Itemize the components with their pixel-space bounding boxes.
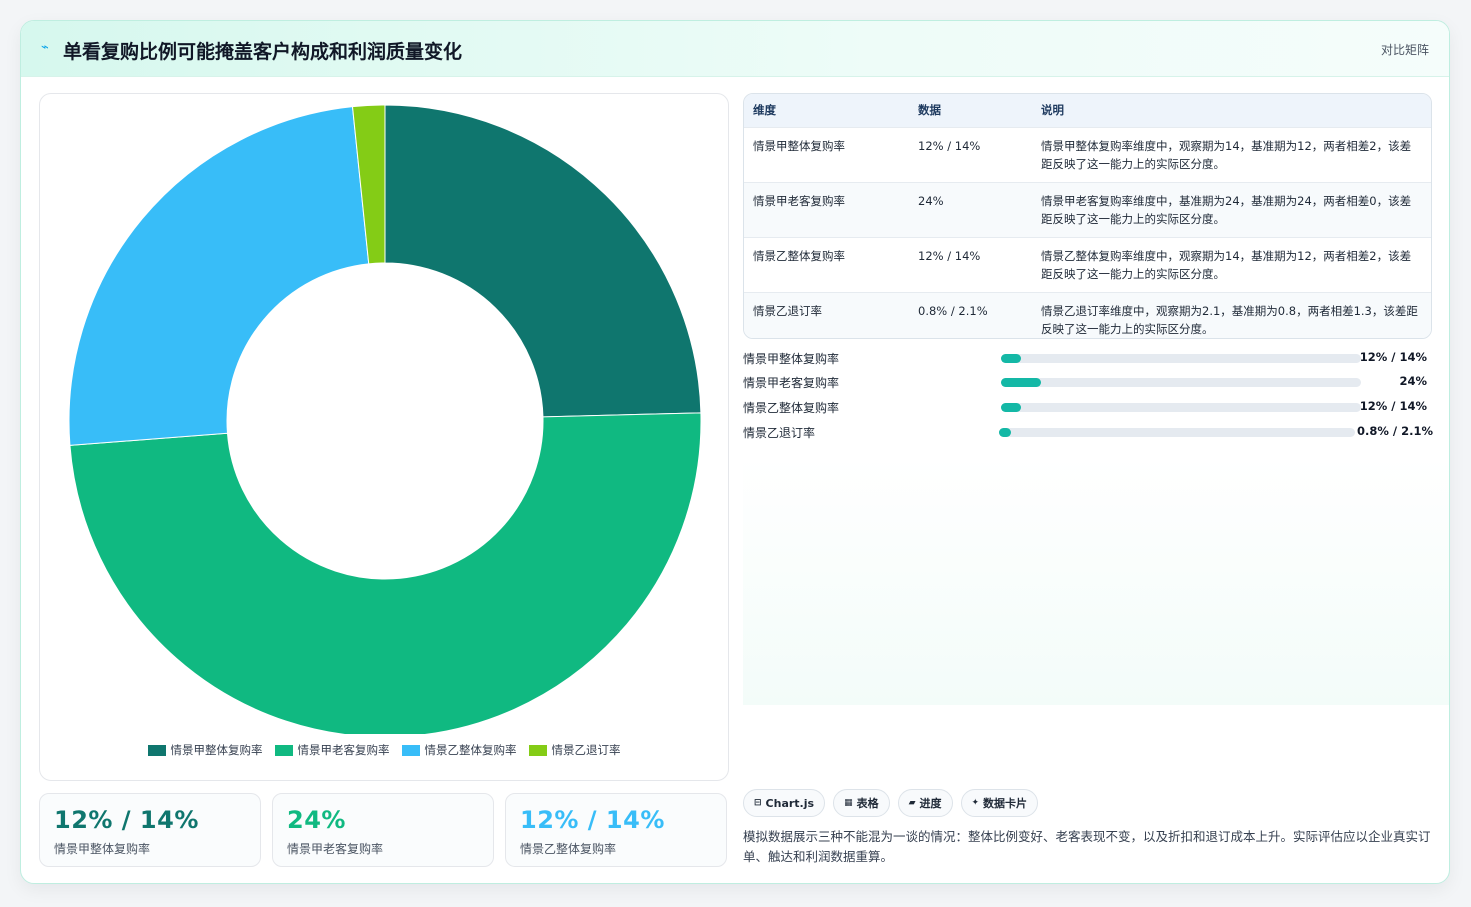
legend-item[interactable]: 情景乙整体复购率: [401, 742, 517, 758]
table-icon: ▦: [844, 798, 853, 808]
table-cell-data: 24%: [909, 181, 1032, 237]
progress-track: [999, 428, 1355, 437]
card-header: ⌁ 单看复购比例可能掩盖客户构成和利润质量变化 对比矩阵: [21, 21, 1449, 77]
stat-value: 12% / 14%: [520, 806, 665, 834]
progress-list: 情景甲整体复购率 12% / 14% 情景甲老客复购率 24% 情景乙整体复购率 12% …: [743, 349, 1433, 449]
progress-value: 12% / 14%: [1359, 399, 1427, 413]
stat-card: 12% / 14% 情景甲整体复购率: [39, 793, 261, 867]
progress-row: 情景乙退订率 0.8% / 2.1%: [743, 423, 1433, 443]
progress-fill: [1001, 354, 1021, 363]
stat-value: 24%: [287, 806, 346, 834]
progress-track: [1001, 378, 1361, 387]
table-cell-description: 情景乙整体复购率维度中，观察期为14，基准期为12，两者相差2，该差距反映了这一…: [1032, 236, 1431, 292]
main-card: ⌁ 单看复购比例可能掩盖客户构成和利润质量变化 对比矩阵 情景甲整体复购率 情景甲…: [20, 20, 1450, 884]
stat-label: 情景甲整体复购率: [54, 842, 151, 856]
empty-area: [743, 457, 1449, 705]
donut-slice-2[interactable]: [69, 412, 702, 734]
table-header-data: 数据: [918, 103, 941, 118]
table-cell-description: 情景甲整体复购率维度中，观察期为14，基准期为12，两者相差2，该差距反映了这一…: [1032, 126, 1431, 182]
table-row: 情景乙整体复购率 12% / 14% 情景乙整体复购率维度中，观察期为14，基准…: [744, 236, 1431, 292]
progress-track: [1001, 354, 1361, 363]
tech-pills: ⊟ Chart.js ▦ 表格 ▰ 进度 ✦ 数据卡片: [743, 789, 1039, 817]
stat-card: 24% 情景甲老客复购率: [272, 793, 494, 867]
legend-item[interactable]: 情景乙退订率: [528, 742, 621, 758]
donut-slice-3[interactable]: [68, 106, 370, 446]
pill-label: 进度: [919, 797, 942, 810]
stat-value: 12% / 14%: [54, 806, 199, 834]
lightning-icon: ⌁: [41, 40, 49, 55]
donut-slice-1[interactable]: [384, 104, 702, 418]
stat-label: 情景乙整体复购率: [520, 842, 617, 856]
progress-label: 情景甲整体复购率: [743, 352, 840, 366]
donut-slice-4[interactable]: [351, 104, 386, 265]
table-cell-description: 情景乙退订率维度中，观察期为2.1，基准期为0.8，两者相差1.3，该差距反映了…: [1032, 291, 1431, 338]
legend-label: 情景甲老客复购率: [297, 743, 390, 757]
table-pill[interactable]: ▦ 表格: [833, 789, 890, 817]
legend-item[interactable]: 情景甲整体复购率: [147, 742, 263, 758]
legend-swatch: [401, 744, 420, 756]
legend-label: 情景乙退订率: [551, 743, 621, 757]
footnote: 模拟数据展示三种不能混为一谈的情况：整体比例变好、老客表现不变，以及折扣和退订成…: [743, 829, 1431, 864]
progress-row: 情景甲整体复购率 12% / 14%: [743, 349, 1433, 369]
progress-fill: [1001, 378, 1041, 387]
pill-label: Chart.js: [765, 796, 815, 810]
header-right-label[interactable]: 对比矩阵: [1380, 43, 1429, 57]
legend-item[interactable]: 情景甲老客复购率: [274, 742, 390, 758]
table-cell-dimension: 情景甲整体复购率: [744, 126, 909, 182]
progress-value: 12% / 14%: [1359, 350, 1427, 364]
table-row: 情景甲老客复购率 24% 情景甲老客复购率维度中，基准期为24，基准期为24，两…: [744, 181, 1431, 237]
chart-legend: 情景甲整体复购率 情景甲老客复购率 情景乙整体复购率 情景乙退订率: [40, 742, 728, 758]
table-header-row: 维度 数据 说明: [744, 94, 1431, 127]
table-cell-description: 情景甲老客复购率维度中，基准期为24，基准期为24，两者相差0，该差距反映了这一…: [1032, 181, 1431, 237]
legend-label: 情景乙整体复购率: [424, 743, 517, 757]
comparison-table: 维度 数据 说明 情景甲整体复购率 12% / 14% 情景甲整体复购率维度中，…: [743, 93, 1432, 339]
progress-icon: ▰: [908, 798, 916, 808]
legend-swatch: [528, 744, 547, 756]
table-cell-data: 0.8% / 2.1%: [909, 291, 1032, 338]
progress-fill: [1001, 403, 1021, 412]
table-cell-dimension: 情景甲老客复购率: [744, 181, 909, 237]
table-header-description: 说明: [1041, 103, 1064, 118]
pill-label: 表格: [856, 797, 879, 810]
table-row: 情景乙退订率 0.8% / 2.1% 情景乙退订率维度中，观察期为2.1，基准期…: [744, 291, 1431, 338]
progress-fill: [999, 428, 1012, 437]
legend-swatch: [147, 744, 166, 756]
data-card-pill[interactable]: ✦ 数据卡片: [960, 789, 1039, 817]
page-title: 单看复购比例可能掩盖客户构成和利润质量变化: [63, 41, 463, 63]
progress-row: 情景甲老客复购率 24%: [743, 373, 1433, 393]
chartjs-pill[interactable]: ⊟ Chart.js: [743, 789, 826, 817]
stat-label: 情景甲老客复购率: [287, 842, 384, 856]
progress-track: [1001, 403, 1361, 412]
progress-value: 24%: [1399, 374, 1427, 388]
legend-label: 情景甲整体复购率: [170, 743, 263, 757]
progress-label: 情景甲老客复购率: [743, 376, 840, 390]
legend-swatch: [274, 744, 293, 756]
table-header-dimension: 维度: [753, 103, 776, 118]
chart-icon: ⊟: [754, 798, 762, 808]
sparkle-icon: ✦: [971, 798, 980, 808]
progress-pill[interactable]: ▰ 进度: [897, 789, 953, 817]
table-cell-data: 12% / 14%: [909, 126, 1032, 182]
table-cell-dimension: 情景乙整体复购率: [744, 236, 909, 292]
progress-row: 情景乙整体复购率 12% / 14%: [743, 398, 1433, 418]
donut-chart-panel: 情景甲整体复购率 情景甲老客复购率 情景乙整体复购率 情景乙退订率: [39, 93, 729, 781]
table-cell-data: 12% / 14%: [909, 236, 1032, 292]
stat-card: 12% / 14% 情景乙整体复购率: [505, 793, 727, 867]
progress-value: 0.8% / 2.1%: [1357, 424, 1433, 438]
pill-label: 数据卡片: [983, 797, 1028, 810]
table-row: 情景甲整体复购率 12% / 14% 情景甲整体复购率维度中，观察期为14，基准…: [744, 126, 1431, 182]
table-cell-dimension: 情景乙退订率: [744, 291, 909, 338]
progress-label: 情景乙整体复购率: [743, 401, 840, 415]
donut-chart: [68, 104, 702, 734]
progress-label: 情景乙退订率: [743, 426, 816, 440]
